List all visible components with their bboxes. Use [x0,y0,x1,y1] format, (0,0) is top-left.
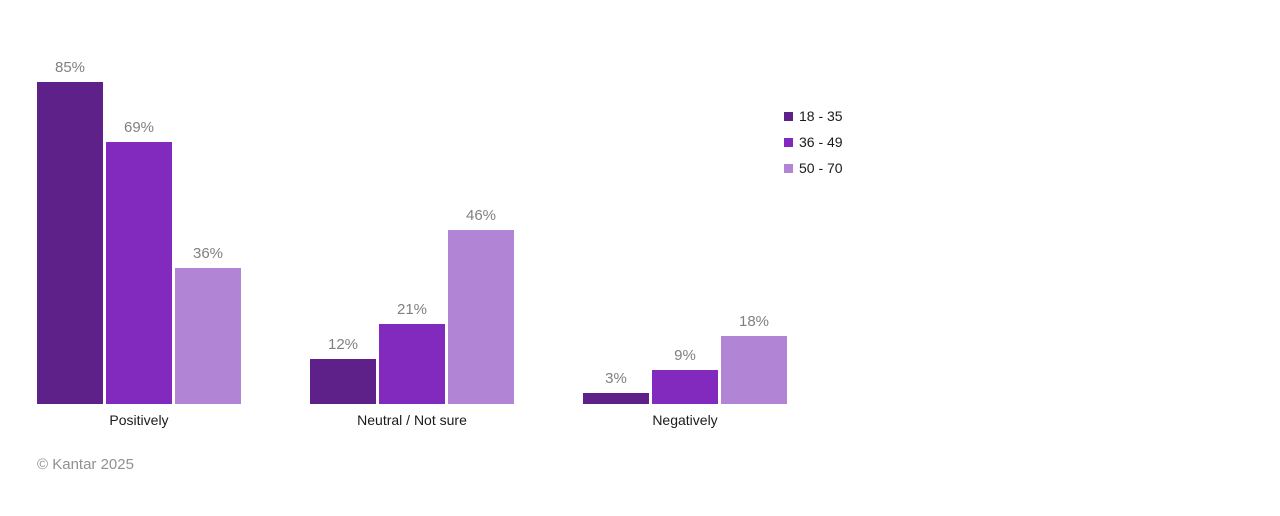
legend-swatch-icon [784,163,793,173]
legend-swatch-icon [784,137,793,147]
plot-area: 85% 69% 36% 12% 21% 46% 3% 9% 18% [37,0,787,404]
bar-neutral-not-sure-36-49 [379,324,445,404]
legend-item-18-35: 18 - 35 [784,103,843,129]
value-label: 18% [738,313,770,330]
value-label: 85% [54,59,86,76]
bar-negatively-50-70 [721,336,787,404]
value-label: 21% [396,301,428,318]
value-label: 3% [605,370,627,387]
bar-neutral-not-sure-18-35 [310,359,376,404]
legend-item-50-70: 50 - 70 [784,155,843,181]
copyright-text: © Kantar 2025 [37,456,134,473]
legend-label: 50 - 70 [799,160,843,176]
bar-group-negatively: 3% 9% 18% [583,0,787,404]
value-label: 36% [192,245,224,262]
bar-positively-18-35 [37,82,103,404]
value-label: 9% [674,347,696,364]
bar-group-neutral-not-sure: 12% 21% 46% [310,0,514,404]
legend-label: 36 - 49 [799,134,843,150]
bar-positively-50-70 [175,268,241,404]
bar-negatively-18-35 [583,393,649,404]
bar-negatively-36-49 [652,370,718,404]
legend-swatch-icon [784,111,793,121]
bar-neutral-not-sure-50-70 [448,230,514,404]
legend-label: 18 - 35 [799,108,843,124]
category-label-neutral-not-sure: Neutral / Not sure [357,412,467,428]
bar-positively-36-49 [106,142,172,404]
value-label: 46% [465,207,497,224]
legend-item-36-49: 36 - 49 [784,129,843,155]
bar-group-positively: 85% 69% 36% [37,0,241,404]
chart-legend: 18 - 35 36 - 49 50 - 70 [784,103,843,181]
category-label-positively: Positively [109,412,169,428]
category-label-negatively: Negatively [652,412,718,428]
value-label: 69% [123,119,155,136]
value-label: 12% [327,336,359,353]
